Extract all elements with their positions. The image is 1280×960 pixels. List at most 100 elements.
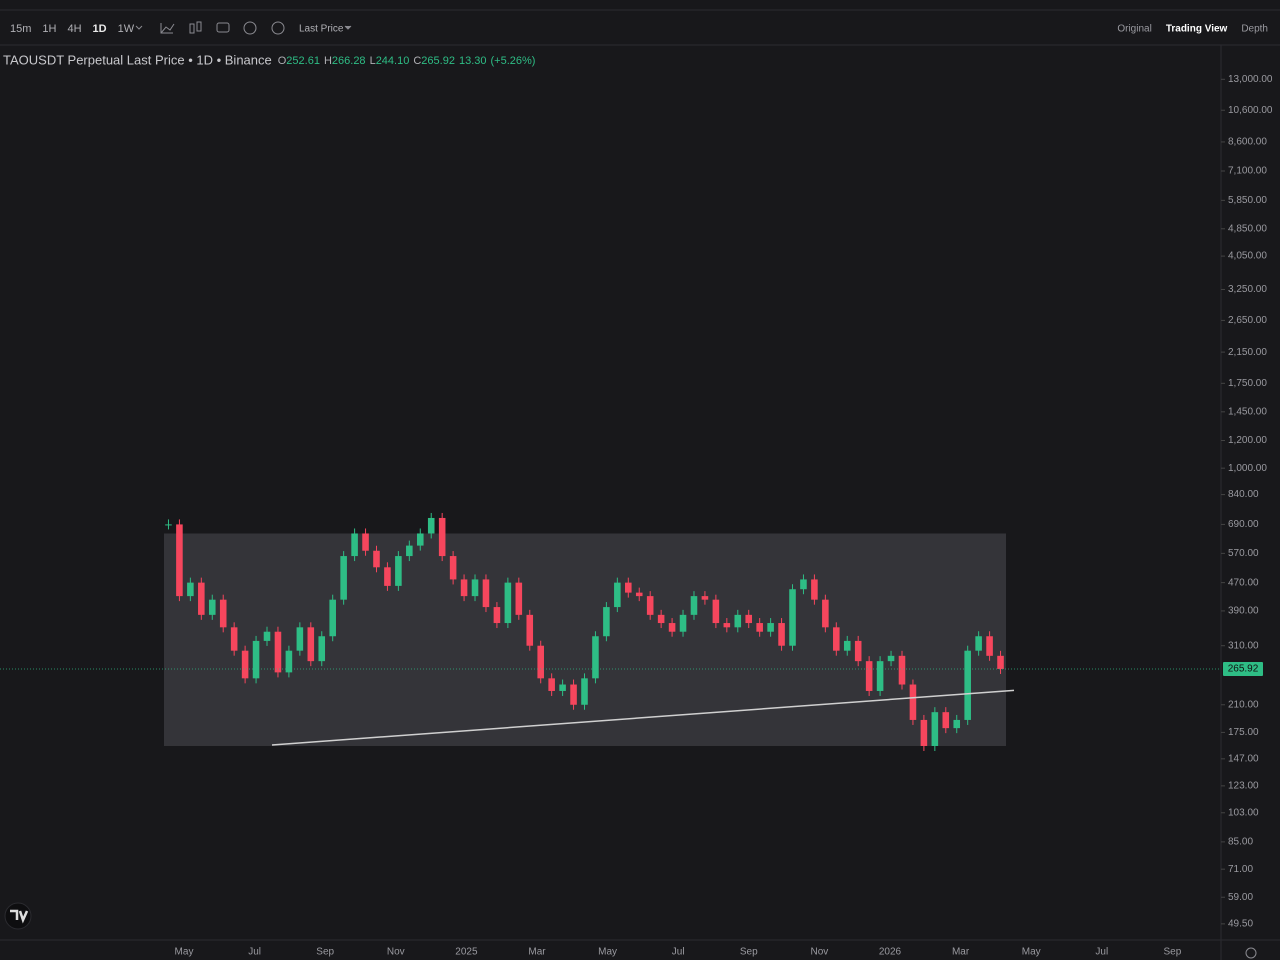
candle-body <box>449 556 457 580</box>
candle-icon[interactable] <box>196 21 202 32</box>
y-tick-label: 59.00 <box>1228 892 1253 903</box>
y-tick-label: 175.00 <box>1228 727 1259 738</box>
legend-text: C <box>413 55 421 67</box>
candle-body <box>384 567 391 586</box>
legend-text: TAOUSDT Perpetual Last Price • 1D • Bina… <box>3 52 272 67</box>
candle-body <box>887 655 895 662</box>
price-mode[interactable]: Last Price <box>299 24 344 35</box>
legend-text: 266.28 <box>332 55 366 67</box>
x-tick-label: Nov <box>811 947 829 958</box>
candle-body <box>482 579 490 608</box>
candle-body <box>657 614 665 624</box>
candle-body <box>165 524 172 526</box>
candle-body <box>942 712 950 729</box>
y-tick-label: 123.00 <box>1228 781 1259 792</box>
candle-body <box>975 636 982 651</box>
y-tick-label: 4,850.00 <box>1228 223 1267 234</box>
x-tick-label: May <box>598 947 617 958</box>
dropdown-icon[interactable] <box>344 25 352 30</box>
view-tab[interactable]: Original <box>1117 24 1151 35</box>
candle-body <box>909 684 917 720</box>
x-tick-label: Mar <box>528 947 546 958</box>
y-tick-label: 2,150.00 <box>1228 347 1267 358</box>
last-price-label: 265.92 <box>1228 664 1259 675</box>
candle-body <box>843 640 851 651</box>
candle-body <box>614 582 621 608</box>
candle-body <box>625 582 632 593</box>
candle-body <box>362 533 369 551</box>
y-tick-label: 570.00 <box>1228 548 1259 559</box>
legend-text: 252.61 <box>286 55 320 67</box>
add-icon[interactable] <box>243 21 257 35</box>
y-tick-label: 310.00 <box>1228 640 1259 651</box>
candle-body <box>515 582 523 615</box>
candle-body <box>646 596 654 615</box>
candle-body <box>865 661 873 691</box>
range-box <box>164 533 1006 746</box>
legend-text: 244.10 <box>376 55 410 67</box>
candle-body <box>406 545 413 557</box>
trendline <box>271 689 1015 746</box>
y-tick-label: 71.00 <box>1228 864 1253 875</box>
y-tick-label: 390.00 <box>1228 606 1259 617</box>
legend-text: 265.92 <box>421 55 455 67</box>
candle-icon[interactable] <box>189 23 195 34</box>
settings-icon[interactable] <box>271 21 285 35</box>
toolbar-icons <box>135 21 352 35</box>
x-tick-label: Sep <box>740 947 758 958</box>
x-tick-label: Mar <box>952 947 970 958</box>
y-tick-label: 5,850.00 <box>1228 195 1267 206</box>
screenshot-icon[interactable] <box>216 22 230 33</box>
interval-button[interactable]: 1D <box>93 23 107 35</box>
interval-button[interactable]: 1H <box>42 23 56 35</box>
candle-body <box>493 607 501 624</box>
x-tick-label: Jul <box>1095 947 1108 958</box>
candle-body <box>252 640 260 679</box>
x-tick-label: Nov <box>387 947 405 958</box>
view-tab[interactable]: Depth <box>1241 24 1268 35</box>
candle-body <box>318 636 326 662</box>
candle-body <box>712 599 720 624</box>
candle-body <box>822 599 829 628</box>
interval-button[interactable]: 1W <box>118 23 135 35</box>
x-tick-label: Jul <box>248 947 261 958</box>
candle-body <box>548 678 555 691</box>
candle-body <box>504 582 512 624</box>
y-tick-label: 1,200.00 <box>1228 435 1267 446</box>
y-tick-label: 1,750.00 <box>1228 378 1267 389</box>
candle-body <box>767 623 774 632</box>
y-tick-label: 103.00 <box>1228 807 1259 818</box>
candle-body <box>592 636 599 679</box>
candle-body <box>416 533 424 546</box>
candle-body <box>953 719 961 729</box>
x-tick-label: May <box>175 947 194 958</box>
candle-body <box>395 556 402 586</box>
candle-body <box>187 582 194 597</box>
view-tab[interactable]: Trading View <box>1166 24 1228 35</box>
indicator-icon[interactable] <box>160 23 175 34</box>
candle-body <box>756 623 763 632</box>
candle-body <box>241 650 249 679</box>
dropdown-icon[interactable] <box>135 25 143 30</box>
candle-body <box>745 614 753 624</box>
interval-button[interactable]: 15m <box>10 23 31 35</box>
candle-body <box>296 627 304 651</box>
y-tick-label: 13,000.00 <box>1228 74 1273 85</box>
x-tick-label: Sep <box>1164 947 1182 958</box>
candle-body <box>329 599 336 637</box>
x-tick-label: Sep <box>316 947 334 958</box>
legend-text: L <box>370 55 376 67</box>
candle-body <box>274 631 282 673</box>
candle-body <box>537 645 544 679</box>
candle-body <box>526 614 534 646</box>
candle-body <box>351 533 358 557</box>
candle-body <box>307 627 315 662</box>
settings-icon[interactable] <box>1245 947 1257 959</box>
y-tick-label: 49.50 <box>1228 918 1253 929</box>
interval-button[interactable]: 4H <box>67 23 81 35</box>
candle-body <box>559 684 566 691</box>
candle-body <box>920 719 928 746</box>
candle-body <box>263 631 271 641</box>
candle-body <box>570 684 577 705</box>
